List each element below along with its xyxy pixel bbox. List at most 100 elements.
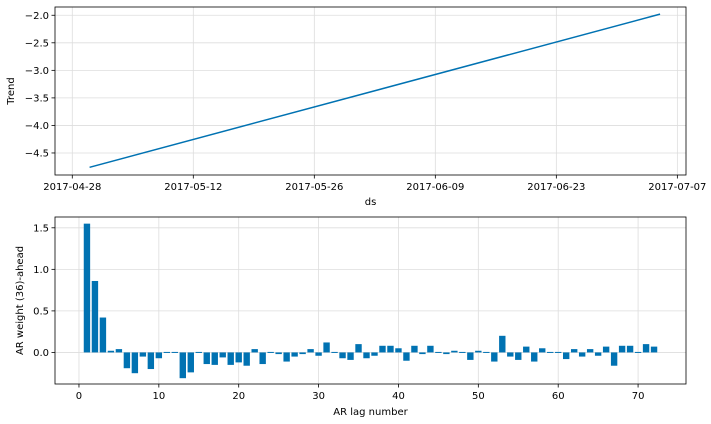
- ar-bar: [618, 345, 626, 353]
- ar-bar: [219, 352, 226, 358]
- ar-bar: [499, 335, 506, 353]
- ar-x-tick-label: 40: [392, 391, 405, 402]
- ar-bar: [299, 352, 306, 355]
- ar-bar: [187, 352, 194, 373]
- ar-y-ticks: 0.0 0.5 1.0 1.5: [33, 223, 55, 359]
- ar-bar: [459, 351, 466, 353]
- ar-bar: [307, 349, 314, 353]
- ar-bar: [251, 349, 258, 353]
- trend-y-ticks: −4.5 −4.0 −3.5 −3.0 −2.5 −2.0: [25, 11, 55, 159]
- ar-bar: [642, 344, 650, 353]
- ar-bar: [515, 352, 522, 360]
- ar-bar: [131, 352, 139, 374]
- ar-bar: [323, 342, 330, 353]
- trend-gridlines: [55, 7, 686, 175]
- ar-x-tick-label: 20: [232, 391, 245, 402]
- trend-x-ticks: 2017-04-28 2017-05-12 2017-05-26 2017-06-09…: [43, 175, 706, 193]
- ar-bar: [163, 351, 171, 353]
- ar-bar: [147, 352, 155, 370]
- ar-bar: [203, 352, 210, 365]
- ar-bar: [547, 351, 554, 353]
- ar-bar: [91, 280, 99, 353]
- trend-y-tick-label: −3.0: [25, 66, 49, 77]
- trend-x-tick-label: 2017-04-28: [43, 182, 101, 193]
- ar-bar: [578, 352, 586, 357]
- ar-plot-frame: [54, 216, 687, 385]
- ar-bar: [562, 352, 570, 360]
- ar-y-tick-label: 0.5: [33, 306, 49, 317]
- ar-bar: [107, 350, 115, 353]
- ar-bar: [99, 317, 107, 353]
- trend-x-tick-label: 2017-05-26: [285, 182, 343, 193]
- trend-x-axis-label: ds: [365, 197, 377, 208]
- ar-bar: [171, 351, 179, 353]
- ar-x-tick-label: 30: [312, 391, 325, 402]
- trend-x-tick-label: 2017-07-07: [648, 182, 706, 193]
- ar-bar: [427, 345, 434, 353]
- ar-y-tick-label: 1.5: [33, 223, 49, 234]
- trend-y-tick-label: −4.0: [25, 121, 49, 132]
- ar-bar: [570, 349, 578, 353]
- ar-bar: [626, 345, 634, 353]
- ar-bar: [443, 352, 450, 355]
- ar-bar: [267, 351, 274, 353]
- trend-x-tick-label: 2017-06-09: [406, 182, 464, 193]
- ar-bar: [419, 352, 426, 355]
- ar-bar: [291, 352, 298, 357]
- ar-x-tick-label: 0: [76, 391, 82, 402]
- ar-bar: [235, 352, 242, 363]
- ar-bar: [491, 352, 498, 362]
- ar-bar: [602, 346, 610, 353]
- trend-x-tick-label: 2017-05-12: [164, 182, 222, 193]
- ar-y-tick-label: 0.0: [33, 348, 49, 359]
- ar-bar: [195, 351, 202, 353]
- ar-bar: [123, 352, 131, 369]
- ar-bar: [475, 350, 482, 353]
- ar-bar: [355, 344, 362, 353]
- ar-x-tick-label: 50: [472, 391, 485, 402]
- ar-bar: [483, 351, 490, 353]
- ar-bar: [435, 351, 442, 353]
- ar-bar: [387, 345, 394, 353]
- ar-x-ticks: 0 10 20 30 40 50 60 70: [76, 384, 645, 402]
- trend-plot-frame: [54, 6, 687, 176]
- ar-bar: [610, 352, 618, 366]
- trend-x-tick-label: 2017-06-23: [527, 182, 585, 193]
- ar-bar: [83, 223, 91, 353]
- ar-bar: [155, 352, 163, 359]
- ar-y-tick-label: 1.0: [33, 265, 49, 276]
- ar-x-tick-label: 10: [152, 391, 165, 402]
- ar-x-axis-label: AR lag number: [333, 407, 408, 418]
- trend-y-tick-label: −3.5: [25, 93, 49, 104]
- ar-bar: [259, 352, 266, 365]
- trend-panel: 2017-04-28 2017-05-12 2017-05-26 2017-06-09…: [6, 6, 706, 208]
- ar-bar: [347, 352, 354, 360]
- ar-bar: [139, 352, 147, 357]
- ar-bar: [594, 352, 602, 356]
- ar-x-tick-label: 60: [552, 391, 565, 402]
- ar-bar: [315, 352, 322, 356]
- trend-y-axis-label: Trend: [6, 77, 17, 105]
- ar-bar: [523, 346, 530, 353]
- ar-bar: [650, 346, 658, 353]
- ar-bar: [331, 351, 338, 353]
- ar-bar: [275, 352, 282, 355]
- trend-line: [89, 13, 661, 169]
- ar-bar: [403, 352, 410, 361]
- trend-y-tick-label: −2.0: [25, 11, 49, 22]
- ar-bar: [179, 352, 186, 379]
- ar-bar: [467, 352, 474, 360]
- ar-bar: [634, 351, 642, 353]
- ar-bar: [555, 351, 562, 353]
- ar-y-axis-label: AR weight (36)-ahead: [15, 246, 26, 355]
- ar-bar: [283, 352, 290, 362]
- ar-bar: [539, 348, 546, 353]
- ar-bar: [379, 345, 386, 353]
- ar-x-tick-label: 70: [632, 391, 645, 402]
- ar-weights-panel: 0 10 20 30 40 50 60 70 0.0 0.5 1.0 1.5 AR lag numb…: [15, 216, 687, 418]
- trend-y-tick-label: −4.5: [25, 148, 49, 159]
- ar-bar: [227, 352, 234, 365]
- ar-bar: [586, 349, 594, 353]
- ar-bar: [115, 349, 123, 353]
